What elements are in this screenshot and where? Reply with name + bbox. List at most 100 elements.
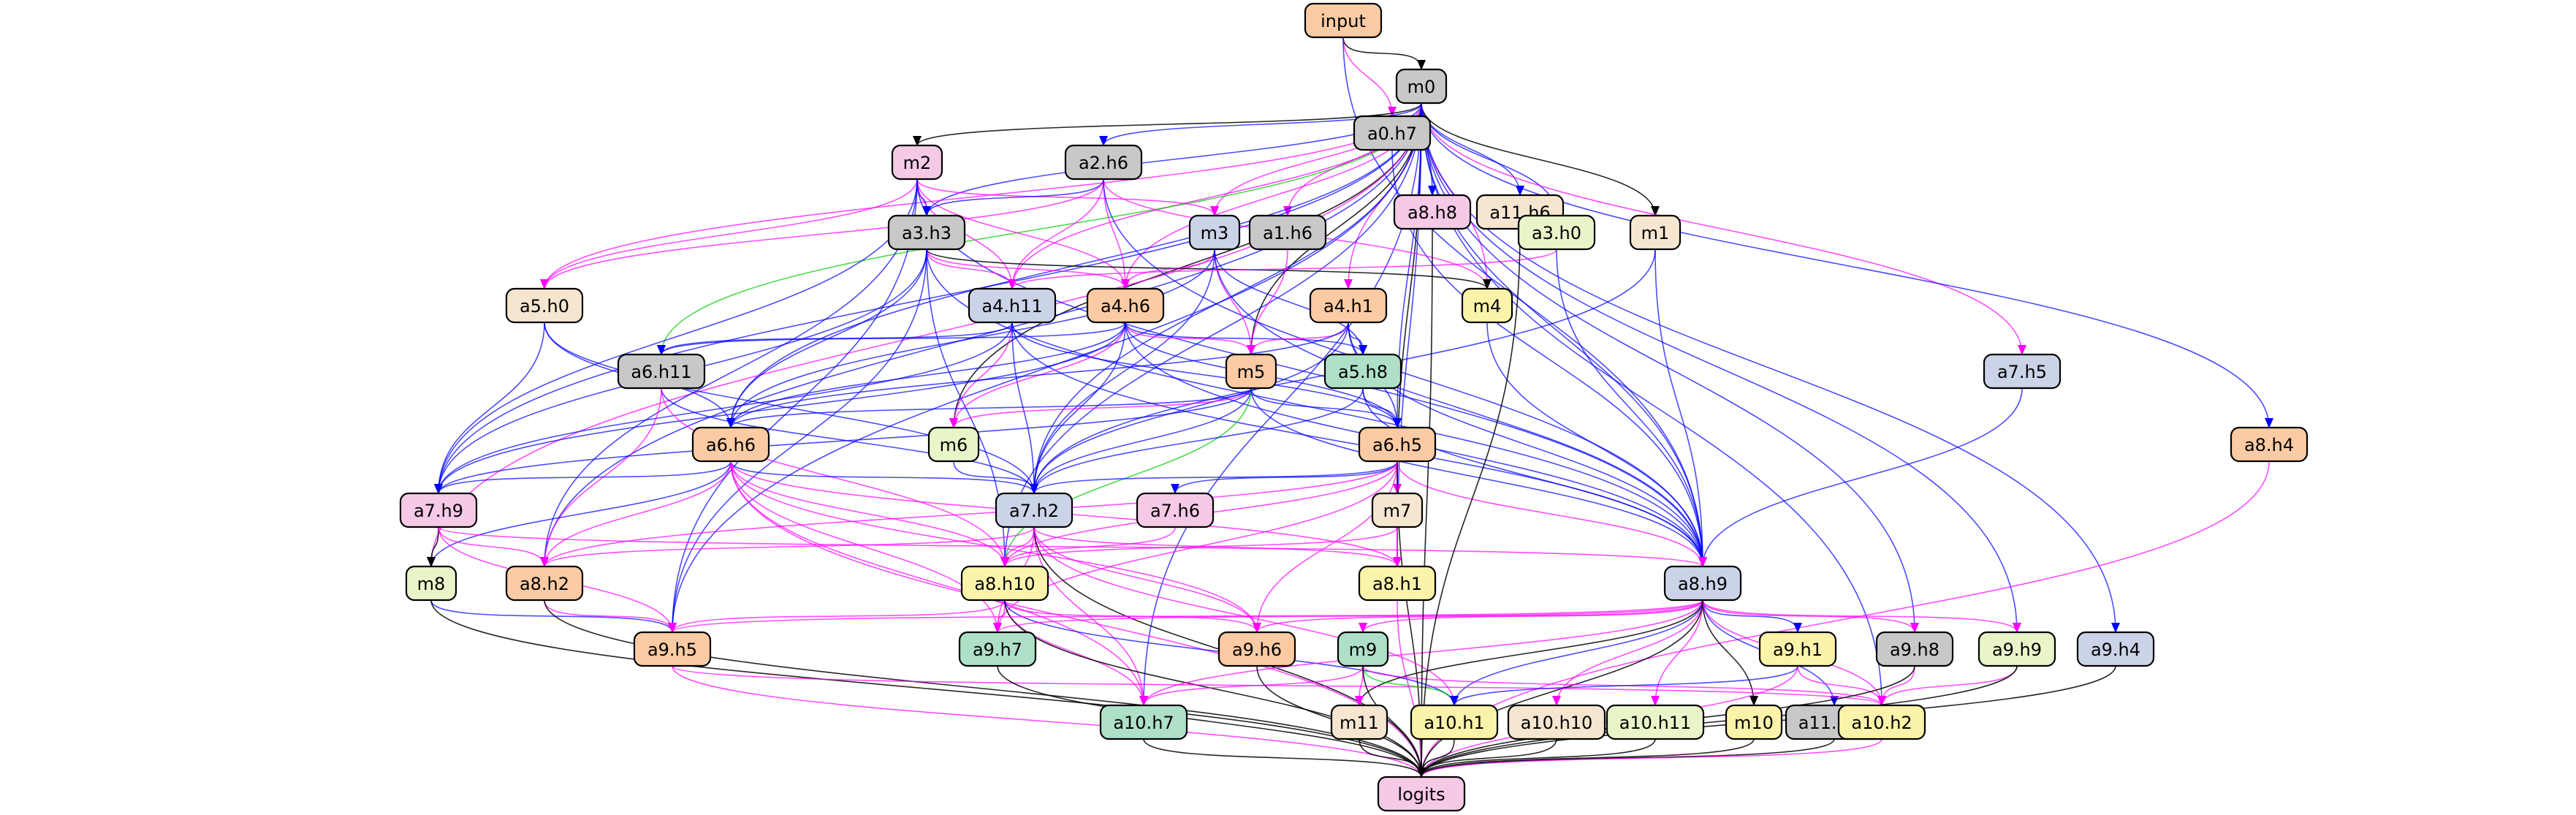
edge-m5-to-a8.h10 (1000, 387, 1252, 567)
edge-a6.h5-to-a7.h2 (1030, 460, 1398, 494)
edge-m1-to-a8.h9 (1654, 249, 1707, 567)
node-box (1099, 704, 1188, 740)
edge-a8.h9-to-a9.h8 (1702, 599, 1919, 633)
node-m2: m2 (891, 144, 943, 181)
node-box (1663, 565, 1742, 602)
node-a10-h2: a10.h2 (1837, 704, 1926, 740)
node-a8-h4: a8.h4 (2230, 426, 2309, 463)
node-label: m5 (1237, 362, 1266, 382)
edge-a3.h0-to-a8.h9 (1556, 249, 1707, 567)
edge-a7.h2-to-a8.h2 (540, 526, 1035, 567)
node-box (995, 492, 1074, 528)
node-box (1330, 704, 1388, 740)
edge-a8.h9-to-a9.h1 (1702, 599, 1802, 633)
edge-input-to-m0 (1342, 37, 1426, 70)
edge-a4.h11-to-m6 (949, 322, 1013, 428)
node-label: a3.h0 (1532, 223, 1581, 243)
node-a9-h8: a9.h8 (1875, 631, 1954, 667)
node-box (2076, 631, 2155, 667)
edge-m5-to-a6.h5 (1250, 387, 1402, 428)
node-label: a7.h6 (1150, 501, 1200, 521)
edge-m0-to-a6.h11 (657, 102, 1422, 355)
edge-m2-to-a8.h2 (540, 178, 918, 567)
node-box (633, 631, 712, 667)
node-label: a7.h5 (1997, 362, 2047, 382)
edge-a2.h6-to-a5.h0 (540, 178, 1104, 289)
edge-m2-to-a9.h5 (668, 178, 918, 633)
edge-a8.h9-to-m9 (1359, 599, 1703, 633)
node-a9-h4: a9.h4 (2076, 631, 2155, 667)
edge-a5.h0-to-a7.h2 (544, 322, 1038, 494)
node-a8-h1: a8.h1 (1358, 565, 1437, 602)
edge-a4.h1-to-a6.h6 (726, 322, 1349, 428)
node-box (960, 565, 1049, 602)
edge-m9-to-a10.h1 (1362, 665, 1459, 706)
node-label: a9.h9 (1992, 640, 2042, 660)
node-label: a10.h11 (1619, 713, 1692, 733)
node-label: a10.h2 (1851, 713, 1912, 733)
edge-a4.h6-to-a7.h9 (434, 322, 1126, 494)
edge-a6.h6-to-a7.h2 (730, 460, 1038, 494)
node-label: a8.h10 (974, 574, 1035, 594)
node-m11: m11 (1330, 704, 1388, 740)
node-box (505, 565, 584, 602)
edge-m9-to-a10.h7 (1139, 665, 1364, 706)
node-box (1304, 2, 1383, 39)
edge-m5-to-a8.h9 (1250, 387, 1707, 567)
edge-a9.h8-to-a10.h2 (1877, 665, 1915, 706)
node-a8-h2: a8.h2 (505, 565, 584, 602)
node-label: a5.h0 (520, 296, 569, 316)
edge-a4.h6-to-a6.h11 (657, 322, 1126, 355)
node-box (1395, 68, 1448, 105)
node-label: a4.h1 (1323, 296, 1373, 316)
node-box (1461, 287, 1513, 324)
edge-m0-to-m2 (913, 102, 1422, 146)
node-a8-h10: a8.h10 (960, 565, 1049, 602)
node-box (1323, 353, 1402, 390)
node-box (1064, 144, 1143, 181)
node-a5-h0: a5.h0 (505, 287, 584, 324)
node-box (1309, 287, 1388, 324)
node-label: m8 (417, 574, 446, 594)
edge-a2.h6-to-a4.h6 (1103, 178, 1130, 289)
node-label: a2.h6 (1079, 153, 1128, 173)
edge-m0-to-a5.h0 (540, 102, 1422, 289)
node-a9-h7: a9.h7 (958, 631, 1037, 667)
node-label: m0 (1407, 77, 1436, 97)
edge-a9.h5-to-a10.h2 (672, 665, 1886, 706)
node-label: a10.h1 (1424, 713, 1484, 733)
node-a7-h2: a7.h2 (995, 492, 1074, 528)
edge-m2-to-a8.h9 (916, 178, 1707, 567)
node-label: a8.h1 (1372, 574, 1422, 594)
node-a6-h5: a6.h5 (1358, 426, 1437, 463)
node-label: a5.h8 (1338, 362, 1388, 382)
node-a7-h6: a7.h6 (1136, 492, 1215, 528)
edge-a3.h3-to-m4 (926, 249, 1492, 289)
node-label: a0.h7 (1367, 124, 1417, 144)
node-label: a9.h4 (2091, 640, 2140, 660)
node-a4-h11: a4.h11 (968, 287, 1057, 324)
edge-m0-to-m8 (427, 102, 1422, 567)
edge-a6.h6-to-a8.h10 (730, 460, 1009, 567)
edge-a6.h6-to-a10.h7 (730, 460, 1148, 706)
node-box (1371, 492, 1424, 528)
node-box (1606, 704, 1705, 740)
node-a3-h3: a3.h3 (887, 214, 966, 251)
node-a4-h6: a4.h6 (1086, 287, 1165, 324)
node-label: a9.h1 (1773, 640, 1823, 660)
node-box (1837, 704, 1926, 740)
node-box (405, 565, 457, 602)
node-label: a1.h6 (1263, 223, 1312, 243)
edge-a9.h1-to-a10.h1 (1450, 665, 1798, 706)
edge-a4.h1-to-a7.h2 (1030, 322, 1349, 494)
node-m10: m10 (1725, 704, 1783, 740)
node-label: m7 (1383, 501, 1412, 521)
edge-a4.h11-to-a7.h9 (434, 322, 1013, 494)
node-a3-h0: a3.h0 (1517, 214, 1596, 251)
node-m8: m8 (405, 565, 457, 602)
node-label: m10 (1734, 713, 1774, 733)
edge-input-to-a0.h7 (1342, 37, 1397, 117)
node-box (1217, 631, 1296, 667)
edge-a6.h6-to-a9.h7 (730, 460, 1002, 633)
